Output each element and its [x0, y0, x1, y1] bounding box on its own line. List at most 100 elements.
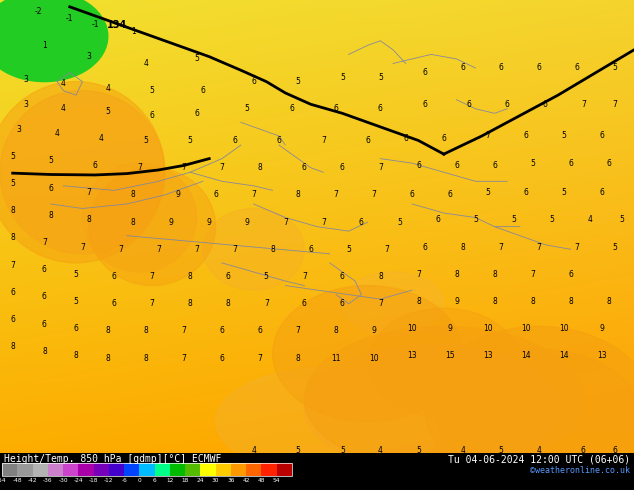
Text: 6: 6 — [524, 188, 529, 197]
Text: 6: 6 — [219, 326, 224, 335]
Text: 7: 7 — [232, 245, 237, 254]
Text: 7: 7 — [574, 243, 579, 251]
Bar — [246, 463, 261, 476]
Text: 6: 6 — [422, 100, 427, 109]
Ellipse shape — [342, 272, 444, 335]
Text: 18: 18 — [181, 478, 189, 483]
Text: 6: 6 — [498, 64, 503, 73]
Text: 6: 6 — [257, 326, 262, 335]
Text: 5: 5 — [486, 188, 491, 197]
Text: 6: 6 — [422, 68, 427, 77]
Text: -24: -24 — [74, 478, 83, 483]
Bar — [231, 463, 246, 476]
Text: 5: 5 — [295, 77, 301, 86]
Text: 8: 8 — [226, 299, 231, 308]
Text: -2: -2 — [34, 7, 42, 16]
Text: 6: 6 — [42, 319, 47, 329]
Text: 5: 5 — [473, 215, 478, 224]
Text: 7: 7 — [302, 272, 307, 281]
Text: 7: 7 — [384, 245, 389, 254]
Text: 6: 6 — [112, 272, 117, 281]
Text: 7: 7 — [181, 326, 186, 335]
Text: 7: 7 — [378, 163, 383, 172]
Text: -1: -1 — [66, 14, 74, 23]
Text: 15: 15 — [445, 351, 455, 360]
Text: ©weatheronline.co.uk: ©weatheronline.co.uk — [530, 466, 630, 475]
Text: 4: 4 — [143, 59, 148, 68]
Bar — [216, 463, 231, 476]
Text: -48: -48 — [13, 478, 22, 483]
Text: 6: 6 — [403, 134, 408, 143]
Text: 6: 6 — [200, 86, 205, 95]
Text: 7: 7 — [42, 238, 47, 247]
Text: 11: 11 — [332, 354, 340, 363]
Text: 5: 5 — [397, 218, 402, 226]
Bar — [261, 463, 276, 476]
Text: 10: 10 — [559, 324, 569, 333]
Text: 6: 6 — [581, 446, 586, 456]
Text: 5: 5 — [562, 188, 567, 197]
Text: 1: 1 — [42, 41, 47, 50]
Text: 8: 8 — [131, 191, 136, 199]
Text: 7: 7 — [181, 354, 186, 363]
Text: 5: 5 — [378, 73, 383, 81]
Text: 6: 6 — [600, 131, 605, 141]
Text: 4: 4 — [61, 79, 66, 88]
Bar — [17, 463, 32, 476]
Text: 7: 7 — [181, 163, 186, 172]
Text: 6: 6 — [42, 293, 47, 301]
Text: 6: 6 — [308, 245, 313, 254]
Text: 6: 6 — [226, 272, 231, 281]
Text: 9: 9 — [175, 191, 180, 199]
Text: -30: -30 — [58, 478, 68, 483]
Text: 6: 6 — [302, 163, 307, 172]
Text: 8: 8 — [568, 297, 573, 306]
Text: 6: 6 — [194, 109, 199, 118]
Text: 5: 5 — [74, 297, 79, 306]
Text: 7: 7 — [378, 299, 383, 308]
Text: 3: 3 — [86, 52, 91, 61]
Ellipse shape — [82, 163, 197, 272]
Text: 5: 5 — [143, 136, 148, 145]
Text: 5: 5 — [194, 54, 199, 63]
Ellipse shape — [0, 81, 165, 263]
Text: 6: 6 — [422, 243, 427, 251]
Text: 7: 7 — [295, 326, 301, 335]
Text: 6: 6 — [340, 299, 345, 308]
Text: 6: 6 — [340, 163, 345, 172]
Text: 6: 6 — [378, 104, 383, 113]
Bar — [48, 463, 63, 476]
Text: 14: 14 — [559, 351, 569, 360]
Text: 4: 4 — [251, 446, 256, 456]
Text: 6: 6 — [213, 191, 218, 199]
Text: 7: 7 — [251, 191, 256, 199]
Text: 8: 8 — [143, 354, 148, 363]
Text: 7: 7 — [150, 299, 155, 308]
Text: 4: 4 — [105, 84, 110, 93]
Text: 5: 5 — [74, 270, 79, 279]
Text: 7: 7 — [257, 354, 262, 363]
Text: 6: 6 — [505, 100, 510, 109]
Text: 6: 6 — [93, 161, 98, 170]
Text: 7: 7 — [10, 261, 15, 270]
Text: 7: 7 — [530, 270, 535, 279]
Bar — [2, 463, 17, 476]
Text: 8: 8 — [295, 191, 301, 199]
Text: 9: 9 — [207, 218, 212, 226]
Text: 3: 3 — [16, 124, 22, 134]
Text: 5: 5 — [511, 215, 516, 224]
Ellipse shape — [89, 168, 216, 286]
Text: 6: 6 — [232, 136, 237, 145]
Text: 8: 8 — [105, 354, 110, 363]
Ellipse shape — [368, 308, 520, 417]
Text: 6: 6 — [606, 159, 611, 168]
Text: 7: 7 — [156, 245, 161, 254]
Ellipse shape — [0, 91, 165, 254]
Text: Height/Temp. 850 hPa [gdmp][°C] ECMWF: Height/Temp. 850 hPa [gdmp][°C] ECMWF — [4, 454, 221, 464]
Text: 5: 5 — [188, 136, 193, 145]
Bar — [185, 463, 200, 476]
Text: 5: 5 — [264, 272, 269, 281]
Text: 6: 6 — [289, 104, 294, 113]
Text: 14: 14 — [521, 351, 531, 360]
Text: 6: 6 — [543, 100, 548, 109]
